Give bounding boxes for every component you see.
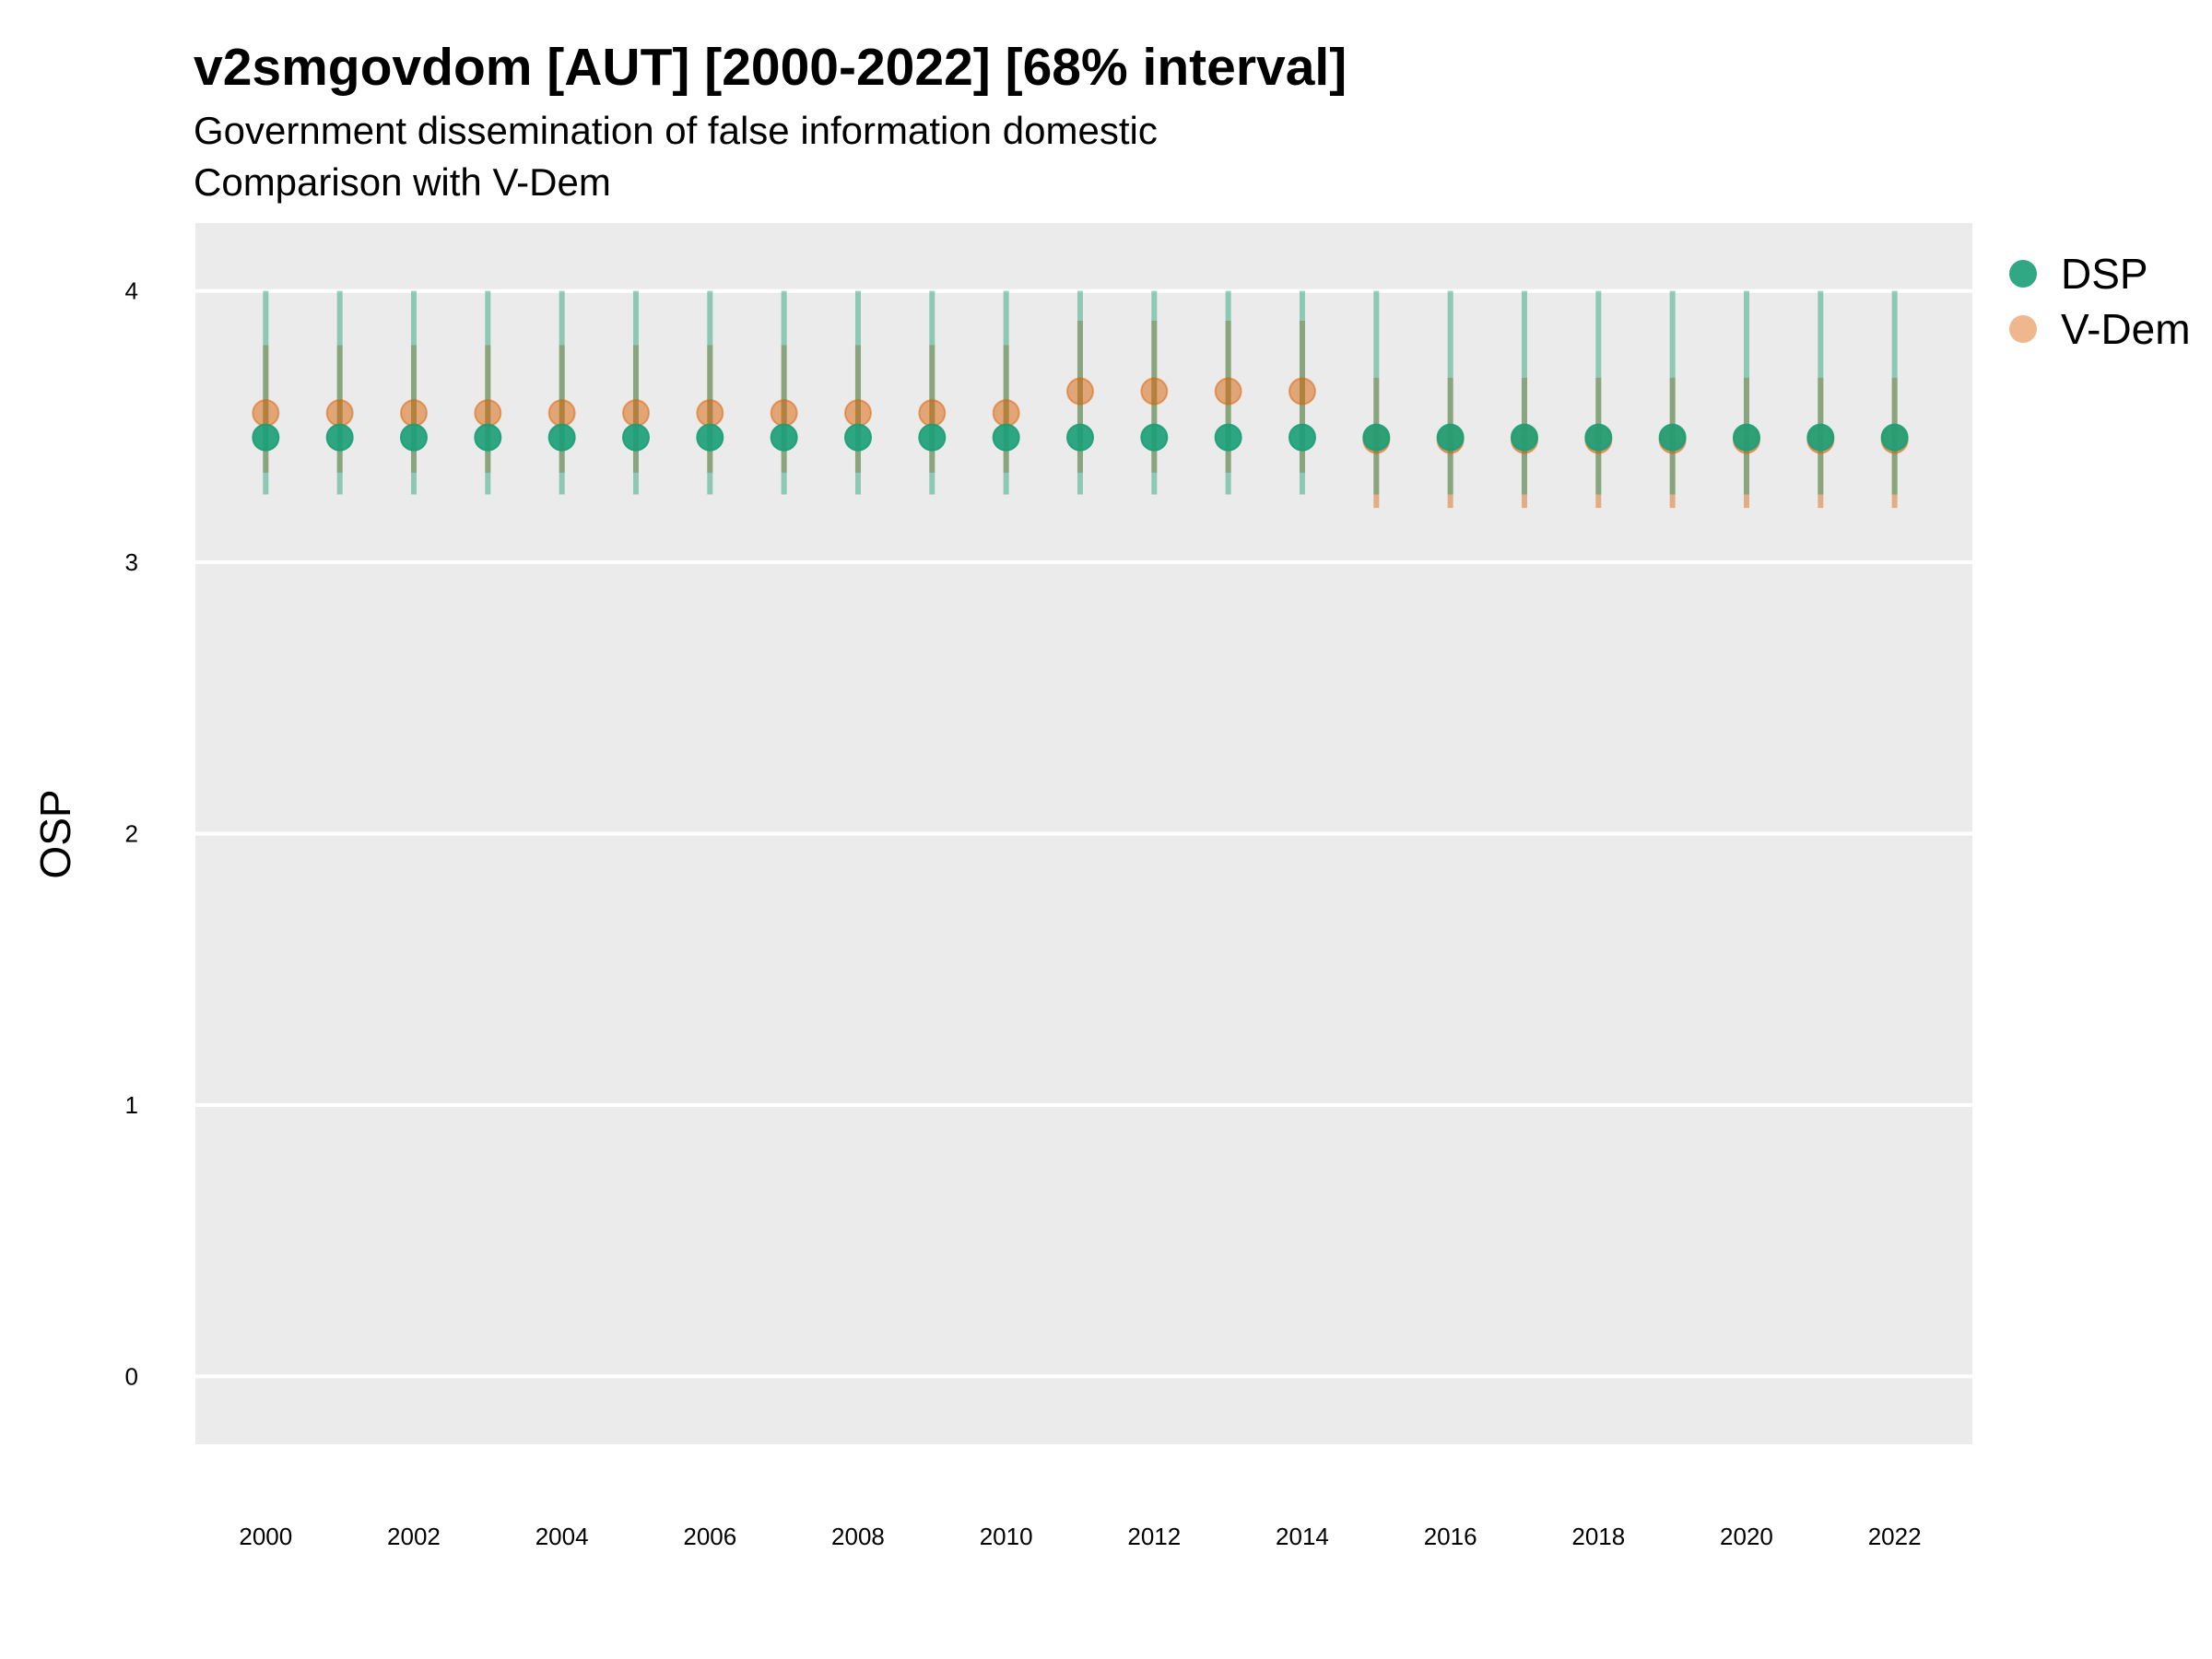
point-vdem [770,399,798,428]
legend-marker-vdem [2009,315,2037,343]
x-tick-label: 2006 [683,1523,736,1550]
point-vdem [918,399,947,428]
point-vdem [399,399,428,428]
point-dsp [1065,423,1094,452]
point-dsp [325,423,354,452]
x-tick-label: 2022 [1868,1523,1922,1550]
x-tick-label: 2000 [239,1523,292,1550]
x-tick-label: 2020 [1720,1523,1773,1550]
point-dsp [1362,423,1391,452]
point-dsp [1214,423,1242,452]
point-vdem [696,399,724,428]
x-tick-label: 2010 [980,1523,1033,1550]
point-dsp [1584,423,1613,452]
legend-label-dsp: DSP [2061,250,2148,298]
chart-subtitle-line-1: Government dissemination of false inform… [194,109,1158,152]
point-dsp [1658,423,1687,452]
legend-marker-dsp [2009,260,2037,288]
point-dsp [918,423,947,452]
y-tick-label: 4 [125,277,138,305]
point-vdem [843,399,872,428]
point-vdem [1065,377,1094,406]
point-dsp [843,423,872,452]
point-dsp [1732,423,1760,452]
x-tick-label: 2012 [1127,1523,1181,1550]
y-tick-label: 0 [125,1362,138,1390]
point-dsp [696,423,724,452]
y-tick-label: 1 [125,1091,138,1119]
point-dsp [252,423,280,452]
point-dsp [770,423,798,452]
point-dsp [1140,423,1169,452]
point-dsp [399,423,428,452]
point-vdem [325,399,354,428]
point-vdem [1140,377,1169,406]
point-vdem [1214,377,1242,406]
point-dsp [474,423,502,452]
point-vdem [547,399,576,428]
legend-label-vdem: V-Dem [2061,305,2191,353]
point-vdem [474,399,502,428]
x-tick-label: 2016 [1424,1523,1477,1550]
x-tick-label: 2018 [1571,1523,1625,1550]
point-dsp [1288,423,1316,452]
y-tick-label: 3 [125,548,138,576]
chart-title: v2smgovdom [AUT] [2000-2022] [68% interv… [194,38,1347,97]
x-tick-label: 2002 [387,1523,441,1550]
point-dsp [621,423,650,452]
point-dsp [1436,423,1465,452]
x-tick-label: 2008 [831,1523,885,1550]
point-dsp [1510,423,1538,452]
y-tick-label: 2 [125,820,138,848]
x-tick-label: 2014 [1276,1523,1329,1550]
point-vdem [252,399,280,428]
x-tick-label: 2004 [535,1523,589,1550]
point-vdem [992,399,1020,428]
point-dsp [1806,423,1835,452]
chart-subtitle-line-2: Comparison with V-Dem [194,160,611,204]
point-vdem [1288,377,1316,406]
point-dsp [992,423,1020,452]
point-dsp [1880,423,1909,452]
point-dsp [547,423,576,452]
point-vdem [621,399,650,428]
